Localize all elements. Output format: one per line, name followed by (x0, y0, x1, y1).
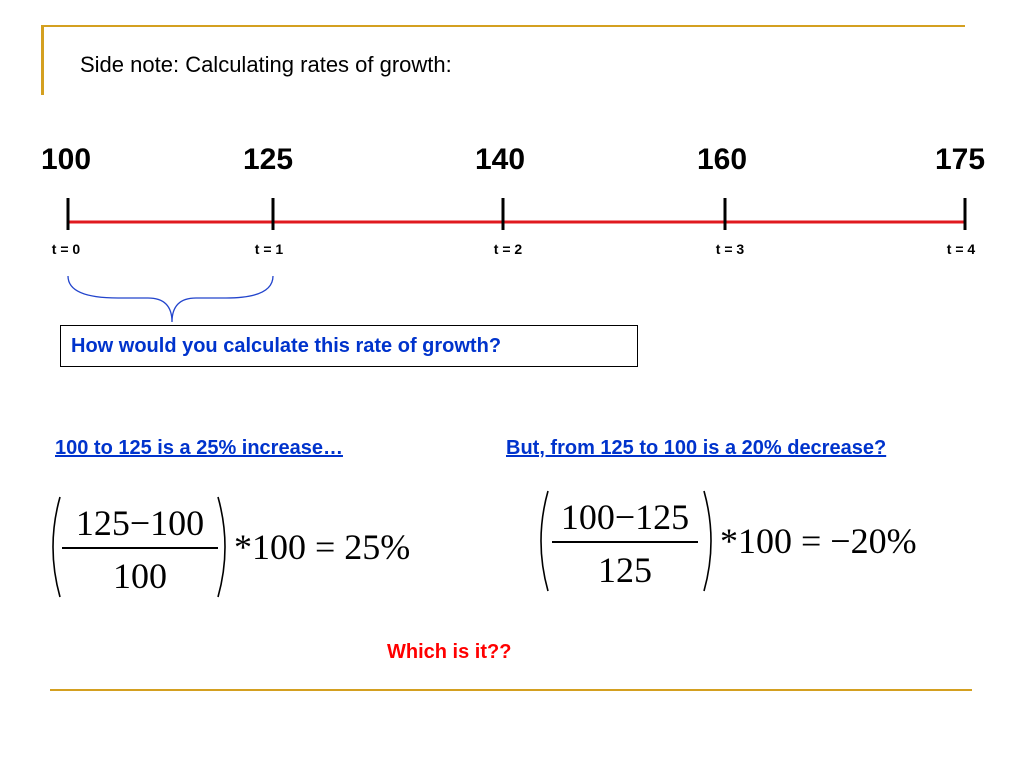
right-caption: But, from 125 to 100 is a 20% decrease? (506, 437, 887, 459)
right-formula-close-paren (703, 490, 712, 592)
slide-title: Side note: Calculating rates of growth: (80, 52, 452, 77)
left-fraction: 125−100 100 (62, 500, 218, 596)
left-caption: 100 to 125 is a 25% increase… (55, 437, 343, 459)
timeline-label-1: t = 1 (254, 241, 284, 257)
left-fraction-bar (62, 547, 218, 549)
question-box: How would you calculate this rate of gro… (60, 325, 638, 367)
right-formula-open-paren (540, 490, 549, 592)
right-numerator: 100−125 (560, 497, 690, 537)
timeline-label-2: t = 2 (493, 241, 523, 257)
timeline-graphic (66, 198, 967, 323)
left-denominator: 100 (113, 556, 167, 596)
timeline-label-4: t = 4 (946, 241, 976, 257)
timeline-value-1: 125 (242, 143, 294, 176)
timeline-value-3: 160 (696, 143, 748, 176)
timeline-label-0: t = 0 (51, 241, 81, 257)
left-formula-close-paren (217, 496, 226, 598)
right-result: *100 = −20% (720, 521, 917, 561)
right-denominator: 125 (598, 550, 652, 590)
frame-top-rule (41, 25, 965, 27)
left-formula-open-paren (52, 496, 61, 598)
curly-brace (67, 275, 274, 323)
timeline-value-0: 100 (40, 143, 92, 176)
right-fraction: 100−125 125 (552, 494, 698, 590)
timeline-label-3: t = 3 (715, 241, 745, 257)
left-numerator: 125−100 (75, 503, 205, 543)
closing-question: Which is it?? (387, 641, 512, 663)
frame-left-rule (41, 25, 44, 95)
frame-bottom-rule (50, 689, 972, 691)
timeline-value-2: 140 (474, 143, 526, 176)
timeline-value-4: 175 (934, 143, 986, 176)
left-result: *100 = 25% (234, 527, 411, 567)
right-fraction-bar (552, 541, 698, 543)
